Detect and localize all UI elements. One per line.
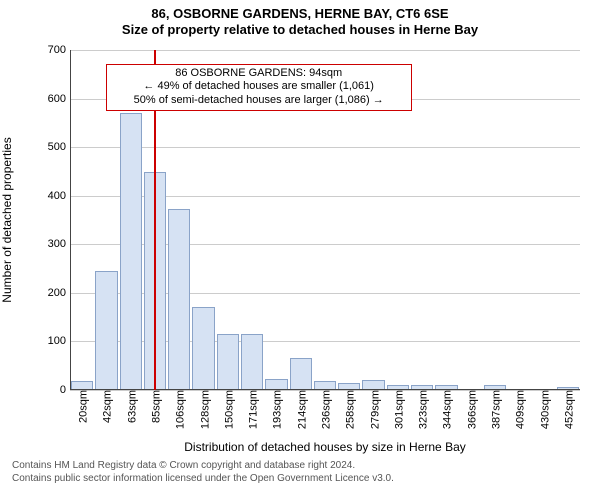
footer-line2: Contains public sector information licen… bbox=[12, 473, 600, 486]
x-tick-label: 214sqm bbox=[293, 390, 308, 429]
x-tick-label: 409sqm bbox=[512, 390, 527, 429]
y-axis-label: Number of detached properties bbox=[0, 137, 14, 302]
x-tick-label: 430sqm bbox=[536, 390, 551, 429]
x-tick-label: 85sqm bbox=[148, 390, 163, 423]
histogram-bar bbox=[120, 113, 142, 390]
x-tick-label: 452sqm bbox=[560, 390, 575, 429]
x-tick-label: 42sqm bbox=[99, 390, 114, 423]
x-tick-label: 128sqm bbox=[196, 390, 211, 429]
chart-title: 86, OSBORNE GARDENS, HERNE BAY, CT6 6SE … bbox=[0, 0, 600, 39]
annotation-line1: 86 OSBORNE GARDENS: 94sqm bbox=[113, 67, 405, 81]
histogram-bar bbox=[168, 209, 190, 390]
x-tick-label: 301sqm bbox=[390, 390, 405, 429]
y-tick-label: 0 bbox=[60, 384, 70, 396]
y-tick-label: 100 bbox=[48, 335, 70, 347]
annotation-line3: 50% of semi-detached houses are larger (… bbox=[113, 94, 405, 108]
x-tick-label: 323sqm bbox=[415, 390, 430, 429]
x-tick-label: 236sqm bbox=[318, 390, 333, 429]
annotation-box: 86 OSBORNE GARDENS: 94sqm← 49% of detach… bbox=[106, 64, 412, 111]
x-tick-label: 63sqm bbox=[123, 390, 138, 423]
y-tick-label: 400 bbox=[48, 190, 70, 202]
x-axis-label: Distribution of detached houses by size … bbox=[70, 440, 580, 454]
footer-line1: Contains HM Land Registry data © Crown c… bbox=[12, 460, 600, 473]
histogram-bar bbox=[217, 334, 239, 390]
histogram-bar bbox=[95, 271, 117, 390]
y-axis-line bbox=[70, 50, 71, 390]
x-tick-label: 20sqm bbox=[75, 390, 90, 423]
x-tick-label: 279sqm bbox=[366, 390, 381, 429]
x-tick-label: 106sqm bbox=[172, 390, 187, 429]
y-tick-label: 600 bbox=[48, 93, 70, 105]
x-tick-label: 171sqm bbox=[245, 390, 260, 429]
histogram-bar bbox=[192, 307, 214, 390]
chart-title-line1: 86, OSBORNE GARDENS, HERNE BAY, CT6 6SE bbox=[0, 6, 600, 22]
gridline bbox=[70, 50, 580, 51]
y-tick-label: 200 bbox=[48, 287, 70, 299]
y-tick-label: 300 bbox=[48, 238, 70, 250]
x-tick-label: 258sqm bbox=[342, 390, 357, 429]
chart-title-line2: Size of property relative to detached ho… bbox=[0, 22, 600, 38]
annotation-line2: ← 49% of detached houses are smaller (1,… bbox=[113, 80, 405, 94]
plot-area: 010020030040050060070020sqm42sqm63sqm85s… bbox=[70, 50, 580, 390]
y-tick-label: 700 bbox=[48, 44, 70, 56]
gridline bbox=[70, 147, 580, 148]
x-tick-label: 387sqm bbox=[488, 390, 503, 429]
x-tick-label: 150sqm bbox=[220, 390, 235, 429]
y-tick-label: 500 bbox=[48, 141, 70, 153]
x-tick-label: 193sqm bbox=[269, 390, 284, 429]
x-tick-label: 366sqm bbox=[463, 390, 478, 429]
x-axis-line bbox=[70, 389, 580, 390]
x-tick-label: 344sqm bbox=[439, 390, 454, 429]
histogram-bar bbox=[290, 358, 312, 390]
histogram-bar bbox=[241, 334, 263, 390]
footer-attribution: Contains HM Land Registry data © Crown c… bbox=[0, 460, 600, 485]
